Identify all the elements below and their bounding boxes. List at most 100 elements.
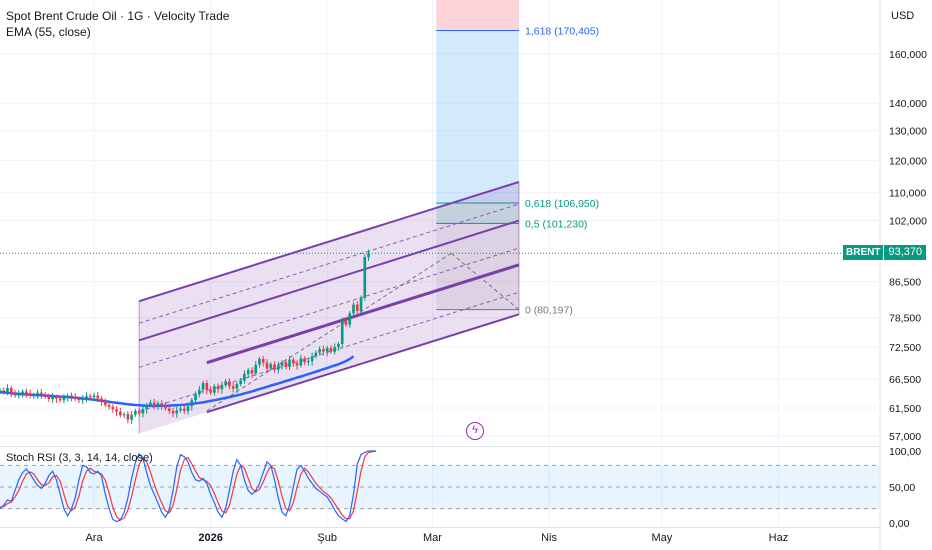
candle-body bbox=[141, 409, 145, 414]
candle-body bbox=[130, 414, 133, 420]
candle-body bbox=[209, 389, 212, 393]
candle bbox=[205, 379, 209, 395]
candle-body bbox=[160, 403, 164, 406]
candle-body bbox=[9, 388, 13, 393]
candle bbox=[228, 378, 231, 390]
candle-body bbox=[276, 365, 280, 370]
candle-body bbox=[246, 370, 250, 375]
candle bbox=[295, 360, 299, 370]
candle bbox=[182, 405, 186, 414]
x-tick-label: May bbox=[651, 532, 672, 544]
candle bbox=[137, 408, 141, 417]
candle-body bbox=[243, 374, 246, 381]
candle-body bbox=[182, 408, 186, 411]
candle-body bbox=[40, 392, 43, 395]
x-tick-label: Nis bbox=[541, 532, 557, 544]
candle-body bbox=[115, 409, 118, 412]
candle-body bbox=[126, 414, 130, 420]
candle-body bbox=[310, 356, 314, 362]
rsi-k-line bbox=[0, 450, 377, 523]
candle bbox=[145, 402, 148, 414]
candle-body bbox=[70, 395, 73, 397]
candle-body bbox=[367, 253, 370, 258]
candle bbox=[303, 356, 306, 366]
candle bbox=[318, 346, 321, 356]
candle bbox=[194, 391, 197, 403]
candle-body bbox=[51, 396, 54, 400]
candle bbox=[134, 408, 137, 417]
candle bbox=[246, 367, 250, 378]
candle bbox=[258, 356, 261, 368]
candle bbox=[58, 395, 62, 403]
y-tick-label: 102,000 bbox=[889, 216, 927, 228]
candle bbox=[348, 311, 352, 328]
channel-mid-upper-line bbox=[138, 219, 520, 342]
candle bbox=[209, 386, 212, 395]
candle bbox=[231, 382, 235, 393]
candle bbox=[122, 411, 126, 419]
candle-body bbox=[58, 398, 62, 401]
candle-body bbox=[201, 382, 205, 390]
candle bbox=[175, 406, 179, 418]
candle bbox=[355, 300, 359, 316]
rsi-tick-label: 100,00 bbox=[889, 446, 921, 458]
channel-mid-line bbox=[206, 263, 520, 365]
candle bbox=[250, 367, 254, 378]
candle bbox=[47, 393, 51, 403]
candle-body bbox=[337, 343, 340, 348]
candle bbox=[314, 350, 318, 359]
fib-zone-top bbox=[436, 0, 519, 31]
currency-label[interactable]: USD bbox=[891, 10, 915, 22]
candle-body bbox=[164, 405, 167, 409]
candle bbox=[88, 393, 92, 400]
candle-body bbox=[250, 370, 254, 374]
candle-body bbox=[307, 361, 310, 363]
candle-body bbox=[77, 399, 81, 401]
candle bbox=[310, 352, 314, 366]
candle bbox=[307, 358, 310, 366]
candle bbox=[28, 389, 32, 399]
candle bbox=[77, 396, 81, 404]
candle bbox=[269, 362, 273, 371]
candle-body bbox=[145, 404, 148, 410]
fib-level-label: 0 (80,197) bbox=[525, 305, 573, 317]
candle bbox=[2, 387, 6, 395]
fib-level-label: 1,618 (170,405) bbox=[525, 25, 599, 37]
candle-body bbox=[261, 358, 265, 363]
candle bbox=[220, 381, 224, 394]
channel-dashed-line bbox=[138, 203, 520, 324]
candle-body bbox=[81, 397, 85, 401]
candle-body bbox=[36, 392, 39, 395]
candle-body bbox=[340, 320, 344, 344]
candle-body bbox=[186, 406, 190, 411]
candle-body bbox=[325, 348, 329, 352]
candle bbox=[254, 361, 258, 376]
candle-body bbox=[175, 410, 179, 414]
candle-body bbox=[66, 395, 70, 398]
rsi-title: Stoch RSI (3, 3, 14, 14, close) bbox=[6, 452, 153, 464]
candle-body bbox=[292, 359, 295, 364]
candle-body bbox=[156, 403, 160, 407]
candle bbox=[299, 354, 303, 368]
fib-level-label: 0,5 (101,230) bbox=[525, 218, 587, 230]
candle bbox=[149, 399, 152, 408]
candle bbox=[276, 361, 280, 374]
candle bbox=[73, 393, 77, 402]
candle-body bbox=[179, 408, 182, 411]
candle-body bbox=[171, 410, 175, 414]
fib-zone-extension bbox=[436, 30, 519, 203]
candle bbox=[235, 381, 239, 394]
fib-zone-golden bbox=[436, 202, 519, 224]
rsi-tick-label: 50,00 bbox=[889, 482, 915, 494]
lightning-icon[interactable]: ϟ bbox=[466, 422, 484, 440]
candle-body bbox=[333, 347, 337, 352]
chart-title: Spot Brent Crude Oil · 1G · Velocity Tra… bbox=[6, 9, 230, 23]
price-badge: BRENT 93,370 bbox=[843, 245, 927, 261]
candle bbox=[115, 406, 118, 417]
price-badge-symbol: BRENT bbox=[843, 245, 884, 261]
candle bbox=[160, 400, 164, 411]
candle-body bbox=[21, 391, 24, 394]
candle bbox=[141, 405, 145, 418]
y-tick-label: 61,500 bbox=[889, 403, 921, 415]
